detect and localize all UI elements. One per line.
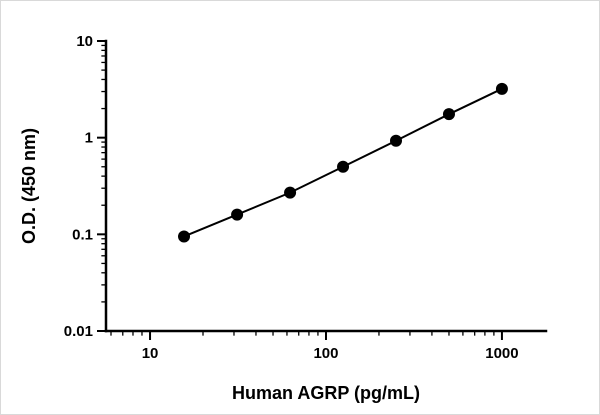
data-point-marker [495,82,508,95]
data-point-marker [284,186,297,199]
y-tick-label: 0.01 [64,323,93,340]
x-axis-label: Human AGRP (pg/mL) [232,383,420,403]
y-tick-label: 1 [85,130,93,147]
data-point-marker [231,208,244,221]
data-point-marker [390,134,403,147]
data-point-marker [178,230,191,243]
y-axis-label: O.D. (450 nm) [19,128,39,244]
x-tick-label: 10 [142,345,159,362]
y-tick-label: 0.1 [72,226,93,243]
plot-series [178,82,508,243]
x-tick-label: 1000 [485,345,518,362]
data-point-marker [442,108,455,121]
y-tick-label: 10 [76,33,93,50]
data-point-marker [337,160,350,173]
x-tick-label: 100 [313,345,338,362]
plot-axes: 10 100 1000 0.01 0.1 1 10 [64,33,548,362]
